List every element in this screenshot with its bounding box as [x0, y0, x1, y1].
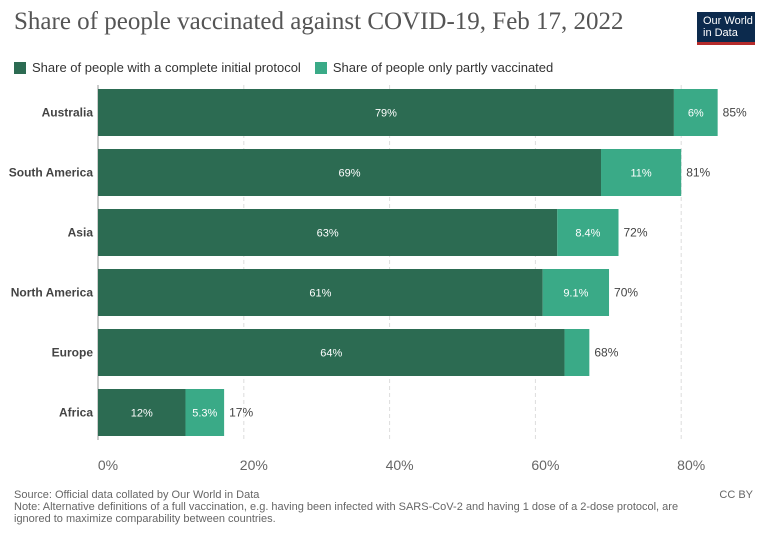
- data-label-complete: 79%: [375, 108, 397, 120]
- logo-line-1: Our World: [703, 15, 753, 27]
- data-label-complete: 12%: [131, 408, 153, 420]
- bar-complete: [98, 329, 565, 376]
- total-label: 81%: [686, 166, 710, 180]
- owid-logo[interactable]: Our World in Data: [697, 12, 755, 45]
- category-label: Asia: [68, 226, 94, 240]
- bar-complete: [98, 269, 543, 316]
- bar-partly: [601, 149, 682, 196]
- legend-label-partly: Share of people only partly vaccinated: [332, 60, 554, 75]
- legend-item-partly[interactable]: Share of people only partly vaccinated: [314, 60, 554, 75]
- x-tick-label: 80%: [677, 457, 705, 473]
- data-label-partly: 6%: [688, 108, 704, 120]
- bar-complete: [98, 389, 186, 436]
- legend-label-complete: Share of people with a complete initial …: [32, 60, 301, 75]
- license-label: CC BY: [719, 489, 753, 501]
- bar-partly: [673, 89, 718, 136]
- definition-note: Note: Alternative definitions of a full …: [14, 501, 679, 525]
- category-label: South America: [9, 166, 94, 180]
- x-tick-label: 40%: [386, 457, 414, 473]
- bar-partly: [185, 389, 225, 436]
- category-label: Africa: [59, 406, 93, 420]
- category-label: North America: [11, 286, 94, 300]
- total-label: 85%: [723, 106, 747, 120]
- total-label: 70%: [614, 286, 638, 300]
- total-label: 68%: [594, 346, 618, 360]
- x-tick-label: 0%: [98, 457, 118, 473]
- data-label-complete: 64%: [320, 348, 342, 360]
- footer: Source: Official data collated by Our Wo…: [14, 489, 714, 525]
- bar-partly: [542, 269, 610, 316]
- x-tick-label: 60%: [531, 457, 559, 473]
- data-label-partly: 8.4%: [575, 228, 600, 240]
- data-label-complete: 69%: [338, 168, 360, 180]
- total-label: 17%: [229, 406, 253, 420]
- bar-complete: [98, 149, 602, 196]
- bar-complete: [98, 209, 558, 256]
- bar-chart: 0% 20% 40% 60% 80% Australia 79% 6% 85% South Ame…: [9, 85, 747, 473]
- logo-line-2: in Data: [703, 27, 738, 39]
- data-label-complete: 61%: [309, 288, 331, 300]
- legend: Share of people with a complete initial …: [14, 60, 567, 75]
- data-label-partly: 9.1%: [563, 288, 588, 300]
- chart-title: Share of people vaccinated against COVID…: [14, 8, 624, 35]
- data-label-partly: 5.3%: [192, 408, 217, 420]
- legend-item-complete[interactable]: Share of people with a complete initial …: [14, 60, 301, 75]
- bar-partly: [564, 329, 590, 376]
- category-label: Australia: [42, 106, 94, 120]
- legend-swatch-complete: [14, 61, 26, 74]
- category-label: Europe: [52, 346, 94, 360]
- data-label-partly: 11%: [631, 168, 652, 180]
- data-label-complete: 63%: [317, 228, 339, 240]
- legend-swatch-partly: [314, 61, 327, 74]
- total-label: 72%: [624, 226, 648, 240]
- bar-partly: [557, 209, 619, 256]
- bar-complete: [98, 89, 674, 136]
- source-note: Source: Official data collated by Our Wo…: [14, 489, 260, 501]
- x-tick-label: 20%: [240, 457, 268, 473]
